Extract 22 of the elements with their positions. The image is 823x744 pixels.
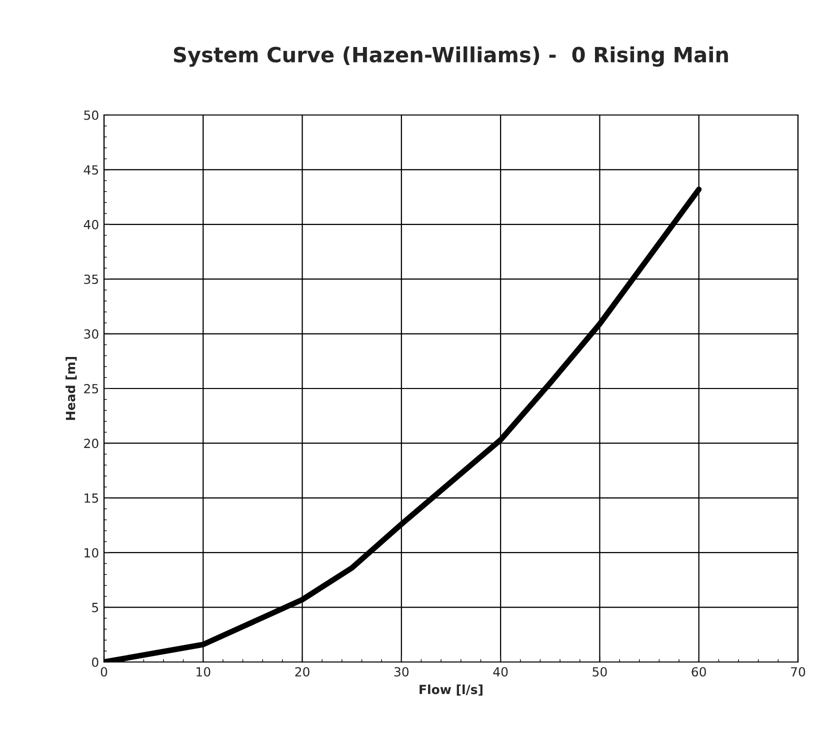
- x-tick-label: 50: [592, 667, 607, 677]
- x-tick-label: 60: [692, 667, 706, 677]
- y-tick-label: 45: [84, 165, 98, 175]
- y-axis-title: Head [m]: [66, 357, 77, 420]
- x-tick-label: 40: [493, 667, 508, 677]
- y-tick-label: 5: [92, 602, 98, 612]
- y-tick-label: 35: [84, 274, 98, 284]
- x-tick-label: 0: [100, 667, 108, 677]
- y-tick-label: 25: [84, 384, 98, 394]
- y-tick-label: 20: [84, 438, 98, 448]
- x-axis-title: Flow [l/s]: [420, 684, 482, 696]
- y-tick-label: 50: [84, 110, 98, 120]
- x-tick-label: 30: [394, 667, 409, 677]
- x-tick-label: 70: [791, 667, 806, 677]
- chart-title: System Curve (Hazen-Williams) - 0 Rising Main: [174, 46, 728, 67]
- x-tick-label: 10: [196, 667, 210, 677]
- y-tick-label: 10: [84, 548, 98, 558]
- y-tick-label: 30: [84, 329, 98, 339]
- y-tick-label: 0: [92, 657, 98, 667]
- x-tick-label: 20: [295, 667, 310, 677]
- y-tick-label: 40: [84, 220, 98, 230]
- y-tick-label: 15: [84, 494, 98, 503]
